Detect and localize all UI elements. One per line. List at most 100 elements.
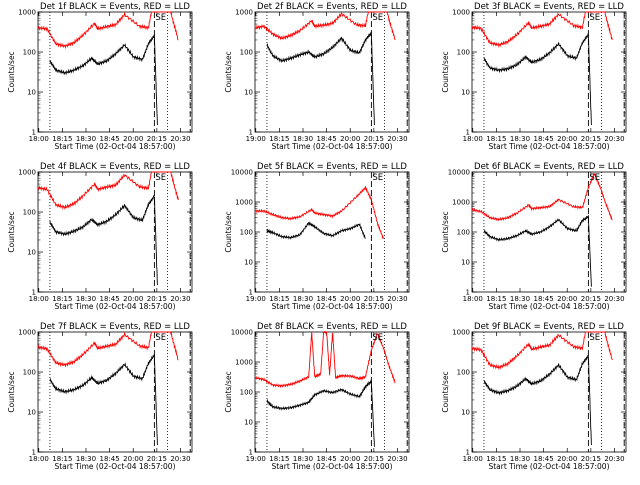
x-tick-label: 20:00	[340, 295, 360, 303]
x-tick-label: 18:00	[463, 295, 483, 303]
y-tick-label: 10	[461, 89, 470, 97]
lld-rate-line	[471, 11, 613, 49]
y-tick-label: 1	[249, 449, 253, 457]
y-tick-label: 1000	[18, 329, 36, 337]
y-tick-label: 100	[240, 229, 253, 237]
x-tick-label: 20:15	[581, 455, 601, 463]
y-axis-label: Counts/sec	[441, 211, 450, 252]
events-rate-line	[483, 215, 592, 287]
y-tick-label: 1	[466, 449, 470, 457]
y-tick-label: 10	[461, 259, 470, 267]
lld-rate-line	[37, 171, 179, 211]
x-tick-label: 18:45	[534, 295, 554, 303]
lld-rate-line	[471, 172, 613, 222]
lld-rate-line	[471, 331, 613, 371]
panel-title: Det 6f BLACK = Events, RED = LLD	[474, 162, 624, 172]
x-tick-label: 20:00	[123, 295, 143, 303]
x-tick-label: 20:15	[581, 135, 601, 143]
x-tick-label: 20:00	[557, 455, 577, 463]
events-rate-line	[266, 31, 375, 126]
detector-panel-4: Det 4f BLACK = Events, RED = LLD 1 10 100 10…	[7, 162, 193, 311]
x-tick-label: 18:00	[29, 135, 49, 143]
x-tick-label: 18:15	[52, 455, 72, 463]
plot-frame	[471, 171, 627, 293]
y-tick-label: 10000	[448, 169, 470, 177]
events-rate-line	[49, 353, 158, 446]
detector-panel-1: Det 1f BLACK = Events, RED = LLD 1 10 100 10…	[7, 2, 193, 151]
y-tick-label: 100	[457, 49, 470, 57]
y-axis-label: Counts/sec	[441, 51, 450, 92]
x-tick-label: 20:15	[364, 295, 384, 303]
y-tick-label: 10	[244, 419, 253, 427]
y-tick-label: 10	[27, 89, 36, 97]
x-tick-label: 20:00	[340, 135, 360, 143]
x-axis-label: Start Time (02-Oct-04 18:57:00)	[488, 302, 609, 311]
x-tick-label: 18:15	[52, 295, 72, 303]
saa-annotation: SE	[372, 173, 383, 183]
panel-title: Det 9f BLACK = Events, RED = LLD	[474, 322, 624, 332]
y-tick-label: 1000	[452, 9, 470, 17]
x-tick-label: 20:00	[123, 135, 143, 143]
x-tick-label: 20:30	[170, 455, 190, 463]
y-axis-label: Counts/sec	[224, 371, 233, 412]
x-tick-label: 20:15	[147, 135, 167, 143]
y-tick-label: 1000	[18, 9, 36, 17]
y-tick-label: 1	[32, 449, 36, 457]
y-tick-label: 1000	[235, 359, 253, 367]
x-tick-label: 20:30	[604, 135, 624, 143]
detector-panel-6: Det 6f BLACK = Events, RED = LLD 1 10 100 10…	[441, 162, 627, 311]
x-tick-label: 20:15	[364, 135, 384, 143]
events-rate-line	[483, 355, 592, 446]
plot-frame	[37, 171, 193, 293]
x-axis-label: Start Time (02-Oct-04 18:57:00)	[488, 142, 609, 151]
y-tick-label: 1	[32, 129, 36, 137]
x-tick-label: 18:30	[293, 295, 313, 303]
y-tick-label: 10000	[231, 169, 253, 177]
x-tick-label: 20:00	[340, 455, 360, 463]
y-tick-label: 10	[461, 409, 470, 417]
plot-frame	[254, 171, 410, 293]
x-tick-label: 20:30	[170, 135, 190, 143]
y-tick-label: 100	[23, 209, 36, 217]
x-tick-label: 18:15	[52, 135, 72, 143]
x-tick-label: 18:45	[100, 295, 120, 303]
detector-panel-2: Det 2f BLACK = Events, RED = LLD 1 10 100 10…	[224, 2, 410, 151]
x-tick-label: 18:00	[463, 455, 483, 463]
y-axis-label: Counts/sec	[7, 51, 16, 92]
x-tick-label: 20:30	[387, 295, 407, 303]
x-tick-label: 18:15	[486, 135, 506, 143]
y-tick-label: 100	[240, 49, 253, 57]
detector-panel-7: Det 7f BLACK = Events, RED = LLD 1 10 100 10…	[7, 322, 193, 471]
x-axis-label: Start Time (02-Oct-04 18:57:00)	[271, 142, 392, 151]
x-tick-label: 18:00	[29, 455, 49, 463]
x-tick-label: 18:30	[76, 455, 96, 463]
x-tick-label: 20:30	[170, 295, 190, 303]
y-tick-label: 1000	[235, 9, 253, 17]
y-axis-label: Counts/sec	[7, 211, 16, 252]
y-axis-label: Counts/sec	[7, 371, 16, 412]
x-axis-label: Start Time (02-Oct-04 18:57:00)	[54, 462, 175, 471]
x-tick-label: 18:30	[510, 135, 530, 143]
saa-annotation: SE	[155, 173, 166, 183]
panel-title: Det 1f BLACK = Events, RED = LLD	[40, 2, 190, 12]
plot-frame	[471, 11, 627, 133]
y-tick-label: 1	[466, 289, 470, 297]
panel-title: Det 4f BLACK = Events, RED = LLD	[40, 162, 190, 172]
x-tick-label: 18:45	[100, 135, 120, 143]
saa-annotation: SE	[155, 333, 166, 343]
y-tick-label: 1000	[452, 329, 470, 337]
x-tick-label: 18:45	[317, 455, 337, 463]
x-tick-label: 20:30	[604, 295, 624, 303]
x-tick-label: 18:30	[76, 295, 96, 303]
x-tick-label: 18:15	[486, 455, 506, 463]
lld-rate-line	[254, 11, 396, 41]
events-rate-line	[266, 221, 366, 240]
x-tick-label: 18:45	[534, 455, 554, 463]
lld-rate-line	[37, 11, 179, 50]
detector-panel-9: Det 9f BLACK = Events, RED = LLD 1 10 100 10…	[441, 322, 627, 471]
plot-frame	[471, 331, 627, 453]
lld-rate-line	[37, 331, 179, 368]
panel-title: Det 8f BLACK = Events, RED = LLD	[257, 322, 407, 332]
